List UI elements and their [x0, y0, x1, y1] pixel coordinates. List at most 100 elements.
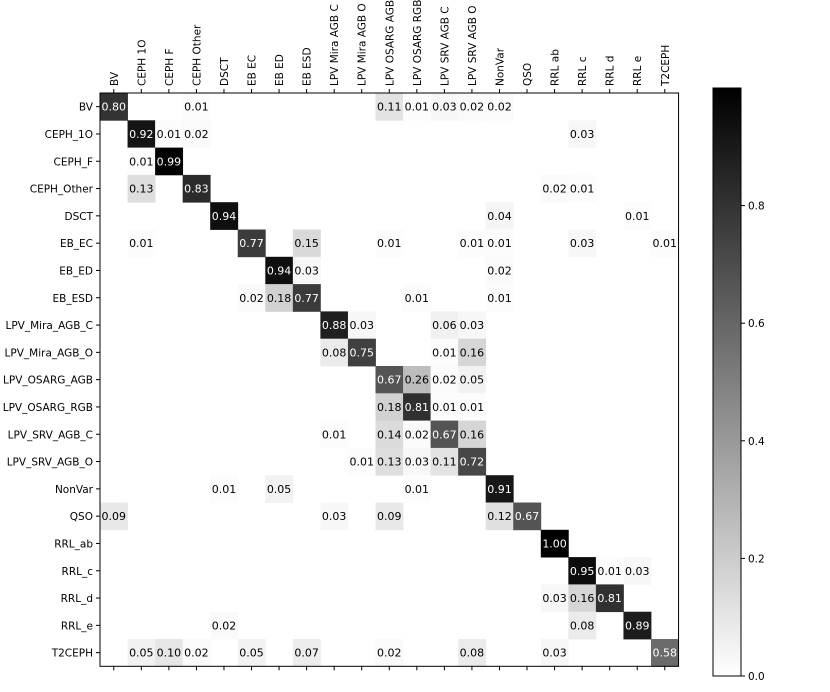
- heatmap-cell: [347, 338, 376, 367]
- heatmap-cell: [127, 147, 156, 176]
- heatmap-cell: [540, 529, 569, 558]
- cell-value-label: 0.01: [184, 101, 209, 114]
- cell-value-label: 0.01: [460, 237, 485, 250]
- x-tick-label: LPV SRV AGB O: [467, 5, 479, 86]
- heatmap-cell: [568, 611, 597, 640]
- heatmap-cell: [237, 639, 266, 667]
- heatmap-cell: [485, 475, 514, 503]
- cell-value-label: 0.01: [570, 183, 595, 196]
- heatmap-cell: [320, 338, 349, 367]
- heatmap-cell: [237, 229, 266, 258]
- cell-value-label: 0.03: [542, 647, 567, 660]
- x-tick-label: CEPH 1O: [136, 40, 148, 86]
- cell-value-label: 0.11: [432, 456, 457, 469]
- cell-value-label: 0.02: [184, 647, 209, 660]
- cell-value-label: 0.95: [570, 565, 595, 578]
- x-tick-label: LPV OSARG RGB: [412, 0, 424, 86]
- heatmap-cell: [403, 475, 431, 503]
- heatmap-cell: [595, 557, 624, 585]
- cell-value-label: 0.18: [377, 401, 402, 414]
- y-tick-label: RRL_d: [61, 593, 93, 605]
- heatmap-cell: [430, 93, 459, 121]
- x-tick-label: RRL d: [605, 56, 617, 86]
- heatmap-cell: [155, 639, 184, 667]
- colorbar-gradient: [712, 87, 742, 677]
- heatmap-cell: [568, 229, 597, 258]
- y-tick-label: EB_ED: [59, 265, 93, 277]
- y-tick-label: LPV_SRV_AGB_C: [8, 429, 93, 441]
- heatmap-cell: [513, 502, 542, 531]
- heatmap-cell: [155, 120, 184, 148]
- cell-value-label: 0.13: [129, 183, 154, 196]
- cell-value-label: 0.05: [239, 647, 264, 660]
- cell-value-label: 0.77: [239, 237, 264, 250]
- cell-value-label: 0.02: [487, 101, 512, 114]
- heatmap-cell: [540, 174, 569, 203]
- cell-value-label: 0.01: [129, 237, 154, 250]
- x-tick-label: NonVar: [494, 47, 506, 86]
- heatmap-cell: [375, 502, 404, 531]
- y-tick-label: LPV_Mira_AGB_O: [5, 347, 93, 359]
- cell-value-label: 0.81: [597, 592, 622, 605]
- cell-value-label: 0.16: [460, 428, 485, 441]
- x-tick-label: CEPH Other: [191, 24, 203, 86]
- heatmap-cell: [320, 502, 349, 531]
- y-tick-label: RRL_ab: [54, 538, 93, 550]
- heatmap-cell: [292, 284, 321, 312]
- cell-value-label: 0.83: [184, 183, 209, 196]
- heatmap-cell: [403, 284, 431, 312]
- cell-value-label: 0.08: [322, 346, 347, 359]
- heatmap-cell: [458, 639, 487, 667]
- heatmap-cell: [458, 366, 487, 394]
- y-tick-label: CEPH_Other: [30, 184, 94, 196]
- cell-value-label: 0.02: [184, 128, 209, 141]
- heatmap-cell: [237, 284, 266, 312]
- cell-value-label: 0.01: [432, 346, 457, 359]
- heatmap-cell: [403, 420, 431, 449]
- heatmap-cell: [375, 393, 404, 421]
- heatmap-cell: [375, 366, 404, 394]
- cell-value-label: 0.18: [267, 292, 292, 305]
- cell-value-label: 0.08: [460, 647, 485, 660]
- cell-value-label: 0.01: [212, 483, 237, 496]
- cell-value-label: 0.01: [487, 237, 512, 250]
- y-tick-label: RRL_c: [62, 566, 94, 578]
- cell-value-label: 0.80: [102, 101, 127, 114]
- cell-value-label: 0.81: [405, 401, 430, 414]
- x-tick-label: EB ED: [274, 54, 286, 86]
- y-axis: BV CEPH_1O CEPH_F CEPH_Other DSCT EB_EC EB_ED E…: [3, 102, 100, 660]
- cell-value-label: 0.03: [625, 565, 650, 578]
- heatmap-cell: [375, 639, 404, 667]
- heatmap-cell: [403, 93, 431, 121]
- cell-value-label: 0.02: [487, 264, 512, 277]
- cell-value-label: 1.00: [542, 537, 567, 550]
- cell-value-label: 0.94: [212, 210, 237, 223]
- colorbar-tick-label: 0.4: [748, 436, 765, 448]
- x-tick-label: LPV Mira AGB O: [357, 3, 369, 86]
- heatmap-cell: [182, 174, 211, 203]
- x-tick-label: RRL ab: [550, 49, 562, 86]
- heatmap-cell: [485, 256, 514, 285]
- cell-value-label: 0.01: [405, 483, 430, 496]
- cell-value-label: 0.91: [487, 483, 512, 496]
- cell-value-label: 0.67: [377, 374, 402, 387]
- heatmap-cell: [182, 639, 211, 667]
- cell-value-label: 0.88: [322, 319, 347, 332]
- heatmap-cell: [623, 557, 652, 585]
- cell-value-label: 0.03: [432, 101, 457, 114]
- y-tick-label: LPV_OSARG_AGB: [3, 375, 93, 387]
- cell-value-label: 0.72: [460, 456, 485, 469]
- cell-value-label: 0.05: [460, 374, 485, 387]
- heatmap-cell: [623, 202, 652, 230]
- cell-value-label: 0.01: [487, 292, 512, 305]
- cell-value-label: 0.16: [570, 592, 595, 605]
- y-tick-label: QSO: [70, 511, 93, 523]
- heatmap-cell: [210, 475, 239, 503]
- cell-value-label: 0.01: [432, 401, 457, 414]
- cell-value-label: 0.01: [653, 237, 678, 250]
- heatmap-cell: [127, 174, 156, 203]
- cell-value-label: 0.01: [405, 101, 430, 114]
- cell-value-label: 0.67: [515, 510, 540, 523]
- x-tick-label: BV: [109, 71, 121, 86]
